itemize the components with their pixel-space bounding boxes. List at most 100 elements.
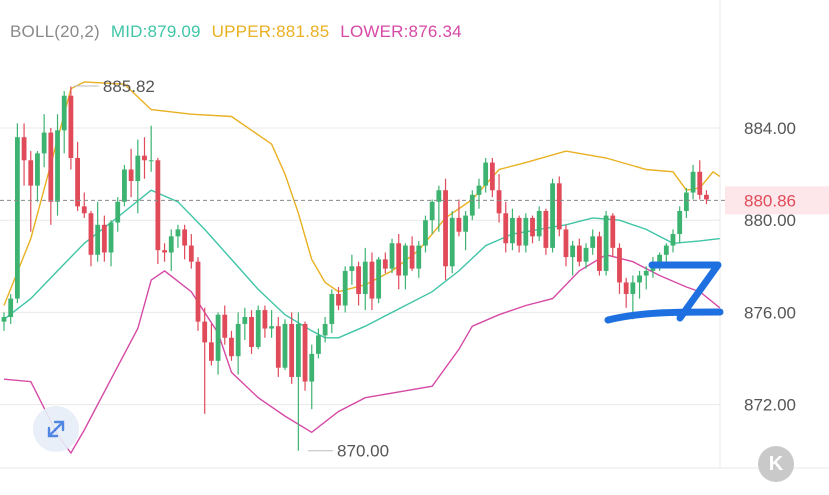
candle bbox=[316, 328, 321, 359]
candle bbox=[510, 208, 515, 251]
candle-body bbox=[690, 171, 696, 193]
candle bbox=[389, 238, 395, 274]
candle bbox=[530, 215, 535, 244]
candle-body bbox=[637, 275, 642, 283]
candle-body bbox=[677, 210, 683, 235]
candle bbox=[128, 148, 134, 198]
expand-arrows-icon bbox=[47, 420, 65, 438]
candle-body bbox=[215, 314, 221, 361]
candle-body bbox=[663, 245, 669, 255]
candle bbox=[603, 210, 609, 276]
candle bbox=[155, 157, 161, 264]
candle-body bbox=[282, 323, 288, 368]
candle bbox=[443, 178, 448, 281]
candle-body bbox=[590, 236, 596, 248]
candle-body bbox=[463, 215, 469, 232]
candle bbox=[536, 206, 542, 241]
candle bbox=[563, 224, 569, 267]
candle-body bbox=[162, 250, 167, 253]
candle bbox=[322, 317, 328, 343]
candle-body bbox=[1, 317, 7, 322]
candle bbox=[336, 287, 341, 311]
candle-body bbox=[115, 201, 121, 223]
candle-body bbox=[597, 236, 602, 271]
candle-body bbox=[683, 192, 689, 211]
candle bbox=[436, 185, 442, 232]
candle bbox=[75, 141, 80, 211]
candle bbox=[523, 213, 529, 253]
y-tick-label: 872.00 bbox=[744, 396, 796, 415]
candle-body bbox=[101, 224, 107, 253]
candle bbox=[483, 157, 489, 193]
candle-body bbox=[55, 130, 60, 202]
arrow-head bbox=[648, 261, 722, 322]
k-button[interactable]: K bbox=[758, 446, 794, 482]
candle-body bbox=[563, 229, 569, 258]
candle-body bbox=[309, 353, 315, 382]
candle bbox=[623, 277, 629, 308]
candle bbox=[8, 293, 14, 324]
candle bbox=[295, 312, 301, 451]
candle-body bbox=[35, 153, 40, 186]
candle bbox=[81, 192, 87, 218]
candle-body bbox=[583, 247, 589, 262]
candle-body bbox=[128, 169, 134, 182]
candle bbox=[162, 243, 167, 262]
candle-body bbox=[75, 157, 80, 207]
candle-body bbox=[135, 155, 141, 182]
candle-body bbox=[68, 95, 74, 158]
candle-body bbox=[356, 266, 361, 294]
y-tick-label: 880.00 bbox=[744, 211, 796, 230]
candle-body bbox=[316, 335, 321, 354]
candle-body bbox=[289, 323, 295, 377]
candle bbox=[122, 164, 127, 207]
candle bbox=[249, 310, 254, 354]
candle bbox=[463, 210, 469, 251]
candle-body bbox=[302, 323, 308, 382]
candle bbox=[309, 344, 315, 410]
candle bbox=[637, 270, 642, 299]
candle-body bbox=[155, 160, 161, 251]
candle bbox=[148, 125, 154, 172]
candle-body bbox=[202, 321, 208, 343]
expand-chart-button[interactable] bbox=[33, 406, 79, 452]
candle-body bbox=[195, 261, 201, 322]
candle bbox=[469, 190, 475, 221]
candle-body bbox=[336, 293, 341, 306]
candle bbox=[202, 307, 208, 414]
candle-body bbox=[550, 183, 555, 248]
candle bbox=[556, 176, 562, 237]
candle bbox=[142, 137, 147, 179]
boll-legend: BOLL(20,2) MID:879.09 UPPER:881.85 LOWER… bbox=[10, 22, 468, 42]
arrow-shaft bbox=[604, 308, 724, 324]
candle-body bbox=[342, 270, 348, 306]
candle bbox=[403, 243, 408, 290]
candle-body bbox=[255, 310, 261, 347]
current-price-tag bbox=[725, 186, 829, 215]
annotation-label: 885.82 bbox=[103, 77, 155, 96]
candle-body bbox=[295, 323, 301, 377]
candle-body bbox=[382, 259, 388, 269]
candle bbox=[550, 178, 555, 253]
candle-body bbox=[469, 194, 475, 216]
candle bbox=[617, 243, 622, 294]
candle-body bbox=[576, 245, 582, 262]
candle-body bbox=[436, 190, 442, 202]
candle bbox=[329, 289, 335, 334]
boll-upper-value: UPPER:881.85 bbox=[211, 22, 330, 41]
candle bbox=[496, 174, 502, 223]
boll-name: BOLL(20,2) bbox=[10, 22, 100, 41]
candle-body bbox=[122, 169, 127, 202]
candle bbox=[168, 229, 174, 271]
candle bbox=[409, 236, 415, 271]
candle bbox=[449, 210, 455, 274]
candle bbox=[182, 224, 188, 260]
candle bbox=[423, 215, 428, 253]
candle-body bbox=[697, 171, 703, 195]
candle bbox=[115, 197, 121, 232]
candle-body bbox=[242, 317, 248, 324]
candle-body bbox=[88, 213, 94, 255]
candle-body bbox=[208, 342, 214, 361]
candle-body bbox=[175, 229, 181, 237]
